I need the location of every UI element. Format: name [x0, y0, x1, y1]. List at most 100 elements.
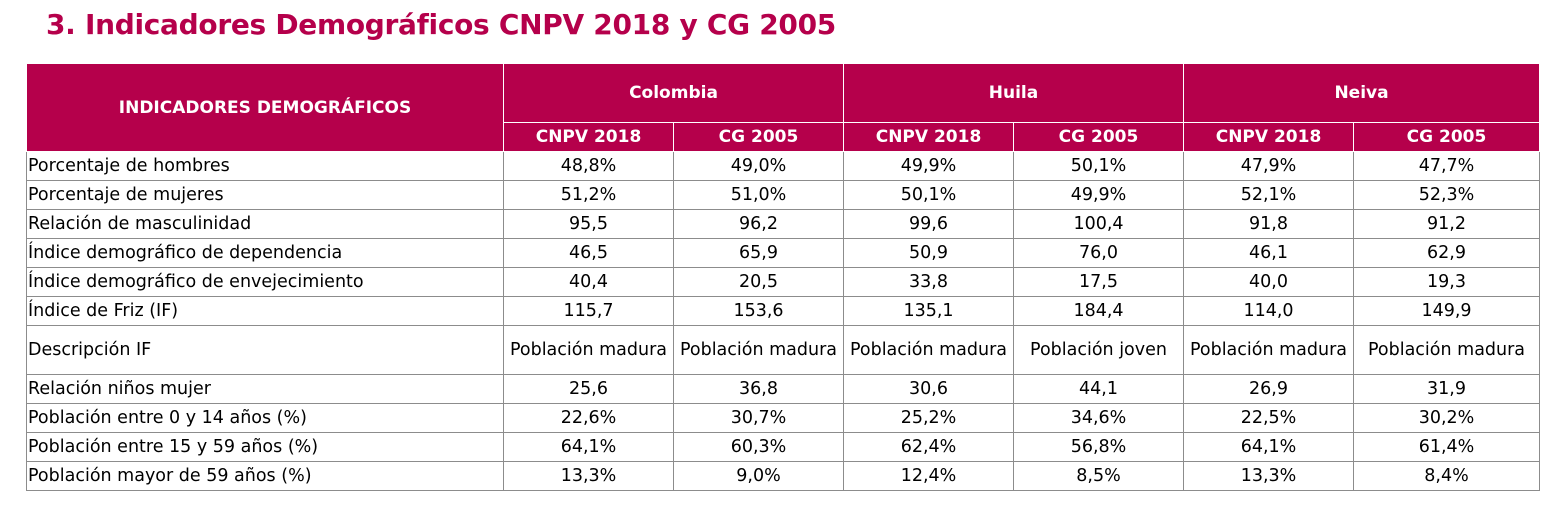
subheader-colombia-cnpv2018: CNPV 2018	[503, 122, 674, 152]
group-header-neiva: Neiva	[1182, 63, 1541, 123]
table-cell: 62,9	[1352, 238, 1541, 268]
table-cell: 65,9	[673, 238, 844, 268]
subheader-neiva-cnpv2018: CNPV 2018	[1183, 122, 1354, 152]
table-cell: 47,7%	[1352, 151, 1541, 181]
table-cell: 52,1%	[1183, 180, 1354, 210]
table-cell: 135,1	[843, 296, 1014, 326]
table-cell: 60,3%	[673, 432, 844, 462]
table-cell: 50,1%	[843, 180, 1014, 210]
table-cell: 49,9%	[1013, 180, 1184, 210]
table-cell: 13,3%	[503, 461, 674, 491]
subheader-huila-cg2005: CG 2005	[1013, 122, 1184, 152]
row-label: Población mayor de 59 años (%)	[26, 461, 504, 491]
row-label: Porcentaje de hombres	[26, 151, 504, 181]
table-cell: 12,4%	[843, 461, 1014, 491]
table-cell: 13,3%	[1183, 461, 1354, 491]
row-label: Índice de Friz (IF)	[26, 296, 504, 326]
table-row: Índice demográfico de dependencia 46,5 6…	[26, 238, 1541, 268]
group-header-colombia: Colombia	[503, 63, 844, 123]
table-cell: 30,6	[843, 374, 1014, 404]
page-title: 3. Indicadores Demográficos CNPV 2018 y …	[46, 8, 836, 41]
table-cell: Población madura	[843, 325, 1014, 375]
table-row: Índice demográfico de envejecimiento 40,…	[26, 267, 1541, 297]
table-row: Población entre 0 y 14 años (%) 22,6% 30…	[26, 403, 1541, 433]
table-cell: 49,9%	[843, 151, 1014, 181]
table-cell: 61,4%	[1352, 432, 1541, 462]
table-cell: 46,1	[1183, 238, 1354, 268]
table-cell: 22,5%	[1183, 403, 1354, 433]
table-cell: 47,9%	[1183, 151, 1354, 181]
table-cell: 40,0	[1183, 267, 1354, 297]
table-cell: 50,1%	[1013, 151, 1184, 181]
table-cell: 44,1	[1013, 374, 1184, 404]
table-cell: 26,9	[1183, 374, 1354, 404]
table-cell: 30,7%	[673, 403, 844, 433]
table-cell: Población joven	[1013, 325, 1184, 375]
table-row: Índice de Friz (IF) 115,7 153,6 135,1 18…	[26, 296, 1541, 326]
table-cell: 64,1%	[503, 432, 674, 462]
row-label: Porcentaje de mujeres	[26, 180, 504, 210]
table-cell: 50,9	[843, 238, 1014, 268]
table-cell: Población madura	[503, 325, 674, 375]
row-label: Índice demográfico de dependencia	[26, 238, 504, 268]
table-cell: 34,6%	[1013, 403, 1184, 433]
table-cell: 184,4	[1013, 296, 1184, 326]
table-cell: 91,2	[1352, 209, 1541, 239]
table-cell: 46,5	[503, 238, 674, 268]
table-cell: 48,8%	[503, 151, 674, 181]
table-cell: 51,0%	[673, 180, 844, 210]
table-row: Población entre 15 y 59 años (%) 64,1% 6…	[26, 432, 1541, 462]
table-cell: 20,5	[673, 267, 844, 297]
table-cell: 22,6%	[503, 403, 674, 433]
table-cell: 95,5	[503, 209, 674, 239]
subheader-huila-cnpv2018: CNPV 2018	[843, 122, 1014, 152]
subheader-neiva-cg2005: CG 2005	[1352, 122, 1541, 152]
table-cell: 31,9	[1352, 374, 1541, 404]
table-cell: 115,7	[503, 296, 674, 326]
table-cell: 64,1%	[1183, 432, 1354, 462]
table-cell: 91,8	[1183, 209, 1354, 239]
table-row: Relación de masculinidad 95,5 96,2 99,6 …	[26, 209, 1541, 239]
table-cell: 99,6	[843, 209, 1014, 239]
row-label: Descripción IF	[26, 325, 504, 375]
row-label: Población entre 15 y 59 años (%)	[26, 432, 504, 462]
table-row: Porcentaje de hombres 48,8% 49,0% 49,9% …	[26, 151, 1541, 181]
table-cell: Población madura	[1352, 325, 1541, 375]
table-row: Relación niños mujer 25,6 36,8 30,6 44,1…	[26, 374, 1541, 404]
table-cell: 25,6	[503, 374, 674, 404]
demographic-indicators-table: INDICADORES DEMOGRÁFICOS Colombia Huila …	[26, 63, 1541, 491]
table-cell: 25,2%	[843, 403, 1014, 433]
table-cell: 56,8%	[1013, 432, 1184, 462]
table-cell: 153,6	[673, 296, 844, 326]
table-cell: 33,8	[843, 267, 1014, 297]
table-cell: 8,5%	[1013, 461, 1184, 491]
table-cell: 62,4%	[843, 432, 1014, 462]
table-row: Población mayor de 59 años (%) 13,3% 9,0…	[26, 461, 1541, 491]
table-cell: 76,0	[1013, 238, 1184, 268]
table-row: Porcentaje de mujeres 51,2% 51,0% 50,1% …	[26, 180, 1541, 210]
table-cell: 149,9	[1352, 296, 1541, 326]
row-label: Relación de masculinidad	[26, 209, 504, 239]
table-cell: 19,3	[1352, 267, 1541, 297]
table-cell: 17,5	[1013, 267, 1184, 297]
group-header-huila: Huila	[843, 63, 1184, 123]
table-cell: 36,8	[673, 374, 844, 404]
table-cell: 114,0	[1183, 296, 1354, 326]
table-cell: 96,2	[673, 209, 844, 239]
row-label: Relación niños mujer	[26, 374, 504, 404]
table-cell: 40,4	[503, 267, 674, 297]
table-cell: 49,0%	[673, 151, 844, 181]
table-cell: 52,3%	[1352, 180, 1541, 210]
corner-header: INDICADORES DEMOGRÁFICOS	[26, 63, 504, 152]
row-label: Índice demográfico de envejecimiento	[26, 267, 504, 297]
table-cell: 30,2%	[1352, 403, 1541, 433]
table-cell: Población madura	[673, 325, 844, 375]
table-cell: 8,4%	[1352, 461, 1541, 491]
table-cell: Población madura	[1183, 325, 1354, 375]
table-row: Descripción IF Población madura Població…	[26, 325, 1541, 375]
table-cell: 9,0%	[673, 461, 844, 491]
subheader-colombia-cg2005: CG 2005	[673, 122, 844, 152]
row-label: Población entre 0 y 14 años (%)	[26, 403, 504, 433]
table-cell: 51,2%	[503, 180, 674, 210]
table-cell: 100,4	[1013, 209, 1184, 239]
